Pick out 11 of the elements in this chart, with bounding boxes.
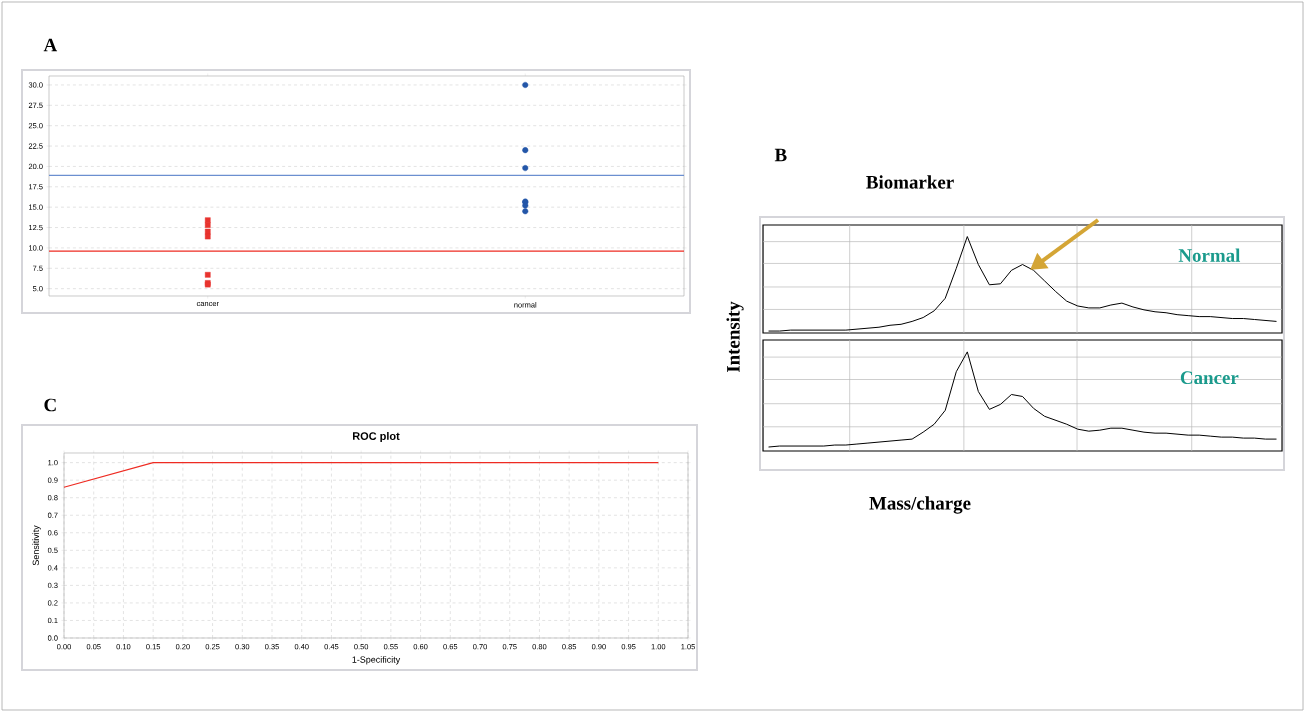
y-axis-title: Intensity — [726, 301, 744, 373]
text: Cancer — [1180, 371, 1239, 385]
text: B — [774, 148, 787, 162]
y-axis-title: Sensitivity — [32, 525, 41, 566]
text: C — [44, 398, 56, 412]
chart-title: Biomarker — [866, 175, 954, 189]
text: Normal — [1178, 248, 1241, 262]
chart-title: ROC plot — [353, 431, 400, 443]
text: A — [43, 38, 58, 52]
x-axis-title: Mass/charge — [869, 496, 971, 514]
x-axis-title: 1-Specificity — [352, 656, 401, 665]
